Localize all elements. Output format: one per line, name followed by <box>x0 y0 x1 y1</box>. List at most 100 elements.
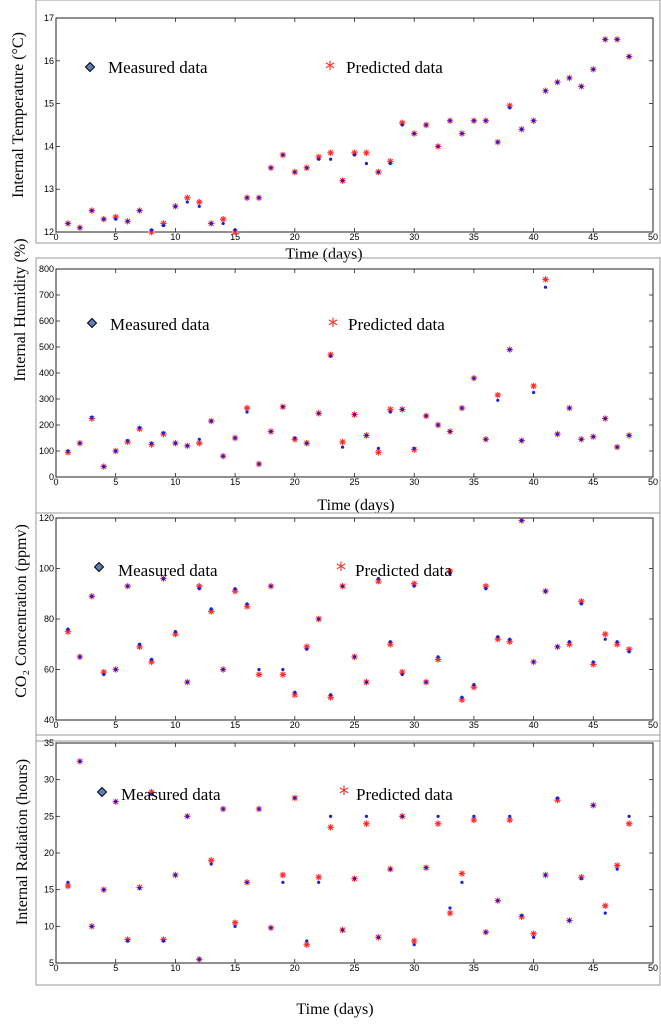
x-axis-label: Time (days) <box>285 246 362 263</box>
measured-point <box>161 939 166 943</box>
measured-point <box>209 607 213 611</box>
y-tick-label: 13 <box>44 184 54 194</box>
predicted-point <box>148 228 155 236</box>
predicted-point <box>387 406 394 413</box>
x-tick-label: 30 <box>409 232 419 242</box>
measured-point <box>555 432 560 436</box>
predicted-point <box>602 630 609 638</box>
measured-point <box>137 886 142 890</box>
x-tick-label: 25 <box>349 477 359 487</box>
measured-point <box>305 166 309 170</box>
measured-point <box>102 672 106 677</box>
measured-point <box>484 119 488 123</box>
measured-point <box>508 814 512 818</box>
y-tick-label: 40 <box>44 715 54 725</box>
measured-point <box>173 630 177 634</box>
predicted-point <box>363 149 370 157</box>
measured-point <box>293 170 297 174</box>
y-tick-label: 0 <box>49 472 54 482</box>
predicted-point <box>590 661 597 668</box>
measured-point <box>364 680 369 684</box>
measured-point <box>269 926 273 930</box>
measured-point <box>532 390 536 395</box>
measured-point <box>114 449 118 453</box>
x-tick-label: 0 <box>53 232 58 242</box>
predicted-point <box>255 671 263 678</box>
measured-point <box>412 446 416 450</box>
predicted-point <box>602 902 609 909</box>
measured-point <box>126 939 130 943</box>
measured-point <box>257 196 261 200</box>
predicted-point <box>208 857 215 864</box>
measured-point <box>221 454 225 458</box>
predicted-point <box>387 641 394 648</box>
predicted-point <box>196 198 203 206</box>
measured-point <box>579 602 583 606</box>
measured-point <box>472 814 476 818</box>
x-tick-label: 15 <box>230 963 240 973</box>
measured-point <box>78 441 82 445</box>
measured-point <box>424 123 428 127</box>
measured-point <box>233 924 237 928</box>
predicted-point <box>458 696 466 703</box>
measured-point <box>436 423 440 427</box>
legend-predicted-label: Predicted data <box>348 315 445 334</box>
measured-point <box>221 667 225 672</box>
predicted-point <box>291 691 298 698</box>
measured-point <box>484 437 488 441</box>
x-tick-label: 30 <box>409 720 419 730</box>
measured-point <box>305 939 309 943</box>
measured-point <box>185 444 189 448</box>
x-tick-label: 40 <box>529 963 539 973</box>
legend-predicted-label: Predicted data <box>356 785 453 804</box>
measured-point <box>66 221 70 226</box>
x-tick-label: 20 <box>290 232 300 242</box>
predicted-point <box>160 220 167 227</box>
measured-point <box>508 637 512 641</box>
chart-panel-2: 0 5 10 15 20 25 30 35 40 45 5001002003004005006007… <box>12 238 661 514</box>
y-tick-label: 500 <box>39 342 54 352</box>
legend-measured-marker <box>93 561 105 573</box>
predicted-point <box>470 683 478 691</box>
predicted-point <box>279 671 287 678</box>
predicted-point <box>148 788 155 796</box>
predicted-point <box>411 580 418 587</box>
x-tick-label: 15 <box>230 720 240 730</box>
measured-point <box>496 899 500 903</box>
predicted-point <box>625 820 633 827</box>
predicted-point <box>351 149 358 157</box>
measured-point <box>484 930 488 934</box>
x-tick-label: 0 <box>53 963 58 973</box>
measured-point <box>340 445 345 449</box>
measured-point <box>126 584 130 588</box>
measured-point <box>173 873 177 877</box>
measured-point <box>102 217 106 221</box>
measured-point <box>102 465 106 469</box>
predicted-point <box>411 937 418 945</box>
measured-point <box>329 814 333 818</box>
measured-point <box>472 376 476 380</box>
plot-area <box>55 17 654 233</box>
predicted-point <box>530 382 537 390</box>
panel-frame <box>35 734 661 986</box>
measured-point <box>257 667 261 672</box>
measured-point <box>149 441 154 445</box>
x-tick-label: 5 <box>113 720 118 730</box>
chart-panel-3: 0 5 10 15 20 25 30 35 40 45 50 40 60 80 100 120 Measured… <box>13 512 661 762</box>
chart-panel-1: 0 5 10 15 20 25 30 35 40 45 50 12 13 14 15 16 17 Measured… <box>10 0 661 263</box>
measured-point <box>448 571 452 576</box>
measured-point <box>424 866 428 870</box>
predicted-point <box>530 930 537 937</box>
predicted-point <box>303 941 310 948</box>
x-tick-label: 25 <box>349 963 359 973</box>
predicted-point <box>566 641 573 648</box>
predicted-point <box>208 608 215 615</box>
measured-point <box>591 803 595 807</box>
measured-point <box>126 439 130 443</box>
measured-point <box>149 228 154 232</box>
predicted-point <box>446 567 454 575</box>
predicted-point <box>375 577 382 585</box>
predicted-point <box>327 824 334 831</box>
measured-point <box>615 445 619 449</box>
x-tick-label: 30 <box>409 477 419 487</box>
